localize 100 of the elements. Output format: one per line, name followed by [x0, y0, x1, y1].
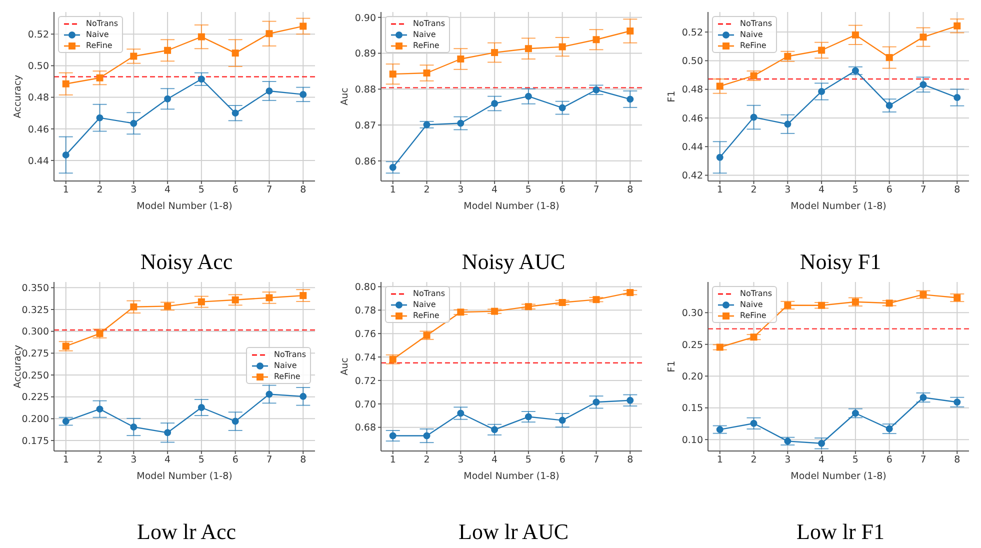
legend-label: ReFine: [274, 372, 300, 381]
point: [389, 164, 396, 171]
point: [716, 82, 724, 90]
x-tick-label: 1: [62, 184, 69, 196]
y-tick-label: 0.48: [682, 84, 703, 96]
y-axis-title: Accuracy: [12, 344, 24, 388]
y-tick-label: 0.50: [682, 56, 703, 68]
legend-label: ReFine: [413, 311, 440, 320]
point: [852, 31, 859, 38]
point: [164, 429, 172, 436]
point: [423, 332, 430, 339]
y-tick-label: 0.225: [22, 392, 49, 404]
point: [558, 416, 566, 424]
x-tick-label: 2: [424, 184, 430, 196]
text: Low lr F1: [796, 518, 886, 546]
point: [266, 87, 273, 94]
point: [300, 292, 307, 300]
x-tick-label: 3: [784, 184, 791, 196]
point: [886, 425, 893, 432]
point: [457, 120, 464, 127]
x-tick-label: 3: [784, 454, 791, 466]
legend-label: ReFine: [413, 41, 440, 50]
x-tick-label: 8: [954, 454, 960, 466]
legend-label: Naive: [413, 30, 436, 39]
legend-label: NoTrans: [740, 19, 772, 28]
point: [920, 81, 927, 88]
point: [558, 299, 566, 306]
point: [300, 392, 307, 400]
point: [423, 121, 430, 128]
point: [750, 420, 758, 427]
x-axis-title: Model Number (1-8): [790, 471, 886, 482]
point: [592, 86, 600, 94]
x-tick-label: 7: [266, 454, 272, 466]
point: [626, 96, 634, 103]
legend-label: Naive: [86, 30, 109, 39]
point: [818, 88, 826, 95]
y-tick-label: 0.90: [354, 12, 376, 24]
legend-label: NoTrans: [86, 19, 118, 28]
y-tick-label: 0.89: [354, 48, 376, 60]
x-tick-label: 5: [852, 454, 858, 466]
point: [886, 54, 893, 62]
point: [491, 308, 498, 315]
x-tick-label: 6: [886, 184, 892, 196]
y-tick-label: 0.25: [682, 340, 703, 351]
y-tick-label: 0.42: [682, 170, 703, 182]
x-tick-label: 2: [96, 454, 103, 466]
x-tick-label: 3: [458, 454, 464, 466]
point: [750, 334, 758, 341]
y-tick-label: 0.52: [682, 27, 703, 38]
legend-label: Naive: [413, 300, 436, 309]
y-axis-title: Auc: [340, 88, 350, 106]
y-axis-title: Accuracy: [12, 74, 24, 118]
point: [266, 30, 273, 38]
x-tick-label: 4: [164, 454, 171, 466]
point: [62, 80, 70, 88]
point: [266, 390, 273, 398]
y-tick-label: 0.44: [28, 156, 49, 167]
x-tick-label: 6: [232, 454, 238, 466]
point: [592, 398, 600, 406]
point: [130, 120, 138, 127]
x-tick-label: 4: [164, 184, 171, 196]
point: [886, 300, 893, 307]
point: [389, 70, 396, 78]
point: [491, 100, 498, 107]
point: [954, 294, 961, 302]
y-axis-title: F1: [666, 90, 678, 102]
point: [750, 114, 758, 121]
x-tick-label: 4: [818, 454, 825, 466]
y-tick-label: 0.44: [682, 142, 703, 153]
y-tick-label: 0.325: [22, 304, 49, 316]
x-tick-label: 2: [96, 184, 103, 196]
point: [164, 46, 172, 54]
x-tick-label: 8: [627, 184, 634, 196]
point: [232, 50, 239, 57]
point: [198, 404, 205, 412]
legend-label: NoTrans: [413, 19, 446, 28]
x-tick-label: 3: [458, 184, 464, 196]
y-tick-label: 0.76: [354, 328, 376, 340]
point: [626, 28, 634, 35]
y-tick-label: 0.50: [28, 61, 49, 72]
x-tick-label: 7: [593, 454, 600, 466]
point: [524, 303, 532, 310]
x-tick-label: 1: [716, 454, 723, 466]
x-tick-label: 6: [559, 184, 566, 196]
y-tick-label: 0.15: [682, 403, 703, 414]
y-tick-label: 0.46: [682, 113, 703, 124]
y-tick-label: 0.300: [22, 326, 49, 338]
point: [920, 394, 927, 401]
y-tick-label: 0.48: [28, 92, 49, 104]
point: [558, 43, 566, 50]
point: [784, 302, 792, 309]
point: [592, 296, 600, 304]
point: [818, 46, 826, 54]
point: [96, 114, 104, 122]
x-tick-label: 5: [525, 184, 532, 196]
x-tick-label: 8: [954, 184, 960, 196]
x-axis-title: Model Number (1-8): [464, 471, 560, 482]
point: [164, 95, 172, 102]
point: [198, 76, 205, 83]
point: [96, 330, 104, 338]
